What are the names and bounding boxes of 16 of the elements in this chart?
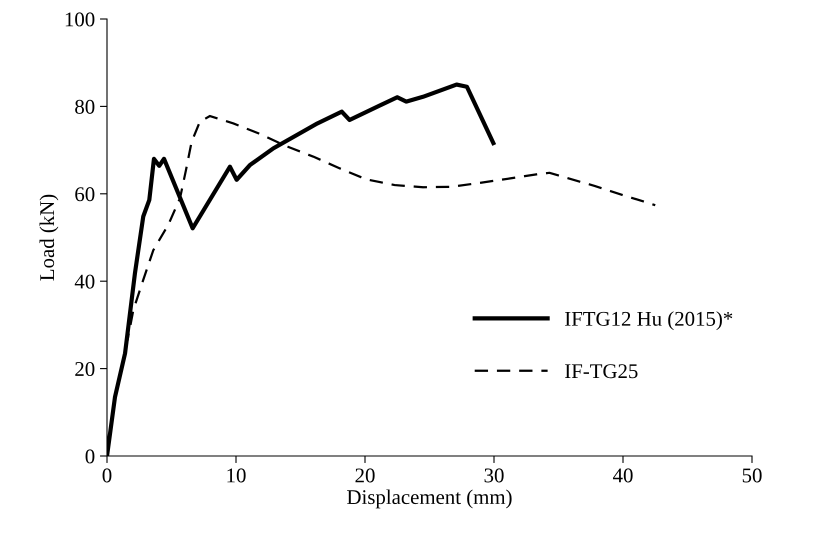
y-tick-label: 0 xyxy=(86,449,94,464)
x-axis-title: Displacement (mm) xyxy=(347,489,512,508)
y-tick-label: 40 xyxy=(74,274,94,289)
legend-label: IFTG12 Hu (2015)* xyxy=(565,311,732,330)
x-tick-label: 40 xyxy=(612,468,633,482)
x-tick-label: 30 xyxy=(484,468,504,482)
y-tick-label: 20 xyxy=(75,362,94,376)
y-tick-label: 100 xyxy=(66,12,94,26)
x-tick-label: 10 xyxy=(227,468,246,482)
y-tick-label: 80 xyxy=(75,100,94,114)
x-tick-label: 20 xyxy=(356,468,375,482)
x-tick-label: 50 xyxy=(742,468,762,482)
legend-label: IF-TG25 xyxy=(565,364,638,378)
y-tick-label: 60 xyxy=(75,187,94,202)
x-tick-label: 0 xyxy=(102,468,112,482)
y-axis-title: Load (kN) xyxy=(39,194,58,281)
